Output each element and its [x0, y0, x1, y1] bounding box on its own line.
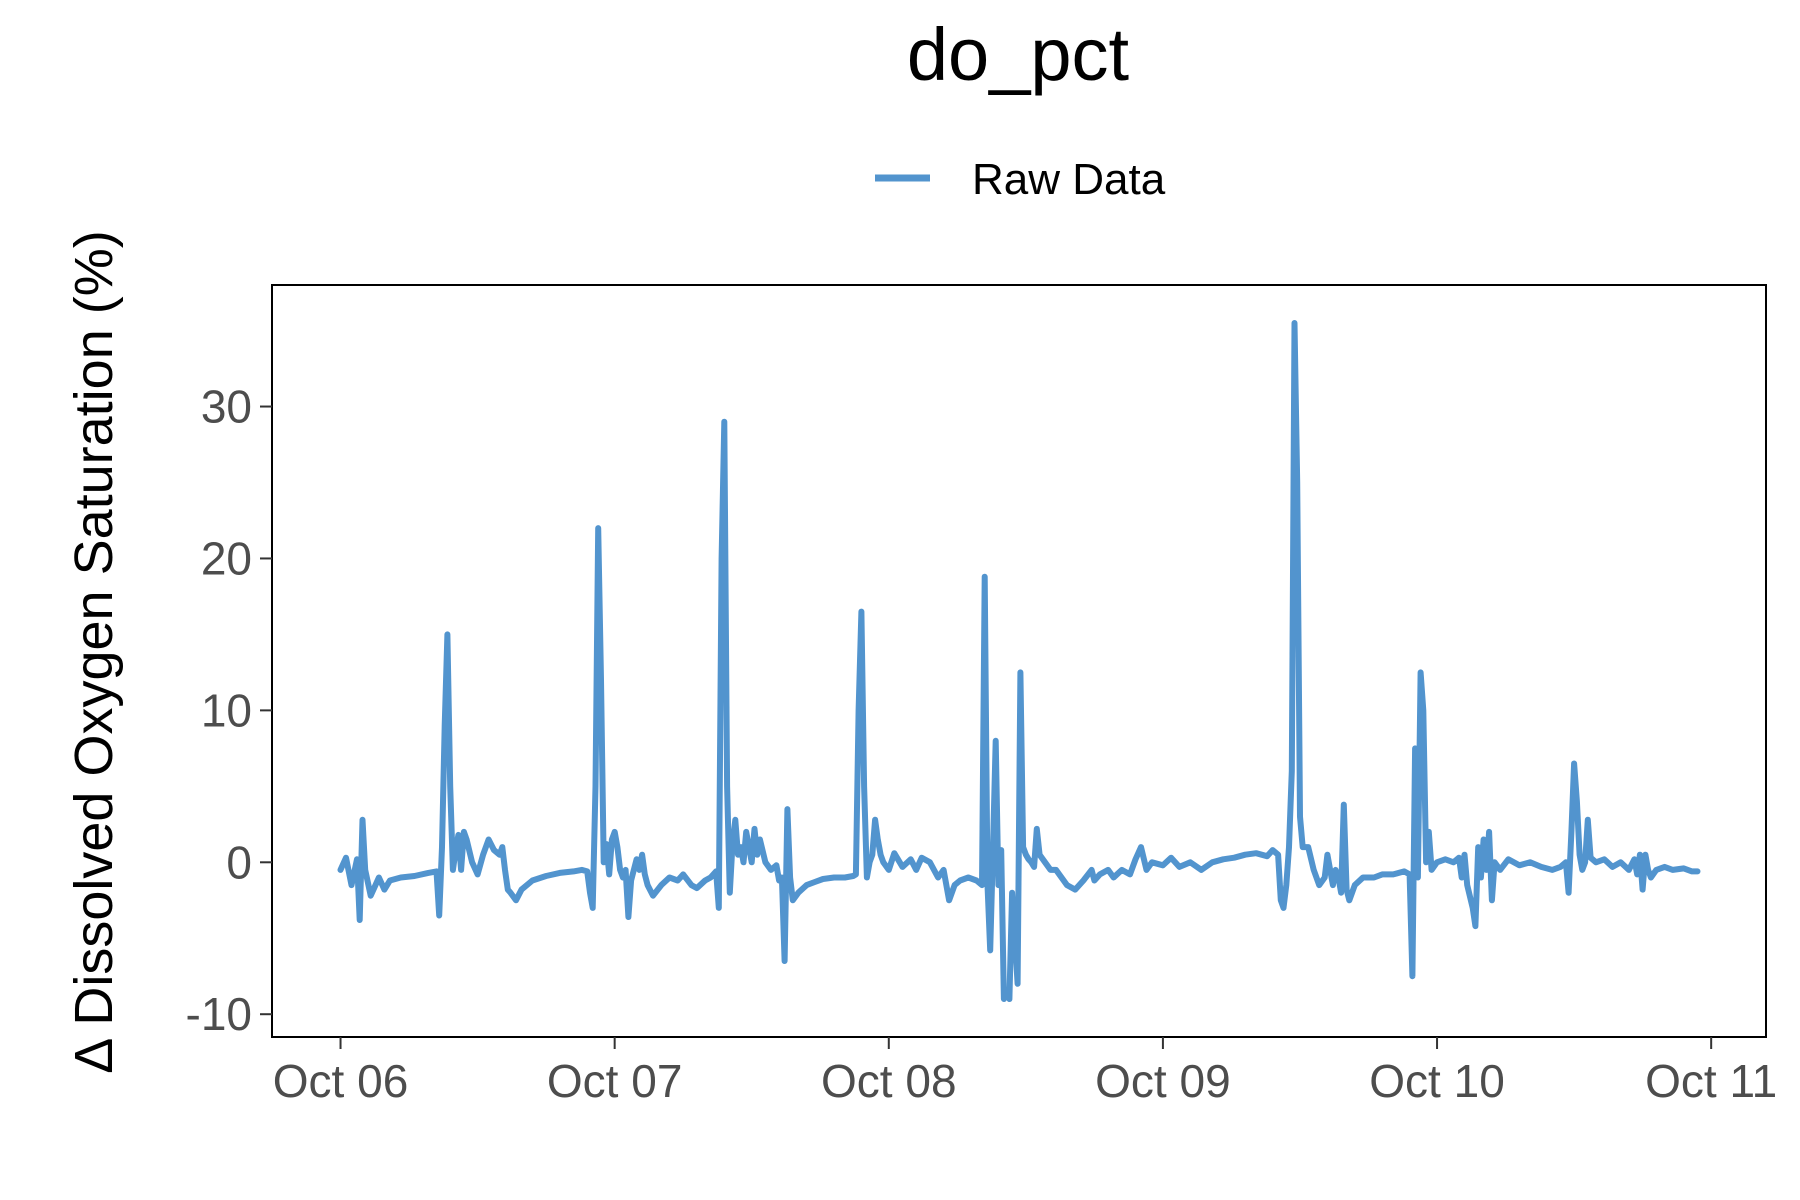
- y-tick-label: 30: [201, 381, 252, 433]
- chart-title: do_pct: [907, 13, 1130, 96]
- x-tick-label: Oct 08: [821, 1055, 957, 1107]
- series-line-raw-data: [337, 320, 1701, 1002]
- y-tick-label: 20: [201, 532, 252, 584]
- y-axis-label: Δ Dissolved Oxygen Saturation (%): [64, 230, 124, 1073]
- legend-label-raw-data: Raw Data: [972, 155, 1166, 204]
- x-tick-label: Oct 06: [273, 1055, 409, 1107]
- y-tick-label: -10: [186, 988, 252, 1040]
- x-tick-label: Oct 07: [547, 1055, 683, 1107]
- y-tick-label: 10: [201, 684, 252, 736]
- axis-ticks: -10 0 10 20 30 Oct 06 Oct 07 Oct 08 Oct 09 Oct 10…: [186, 381, 1778, 1107]
- x-tick-label: Oct 10: [1369, 1055, 1505, 1107]
- y-tick-label: 0: [226, 836, 252, 888]
- legend: Raw Data: [875, 155, 1166, 204]
- plot-panel: [271, 284, 1767, 1038]
- x-tick-label: Oct 11: [1645, 1055, 1777, 1107]
- series-layer: [337, 320, 1701, 1002]
- x-tick-label: Oct 09: [1095, 1055, 1231, 1107]
